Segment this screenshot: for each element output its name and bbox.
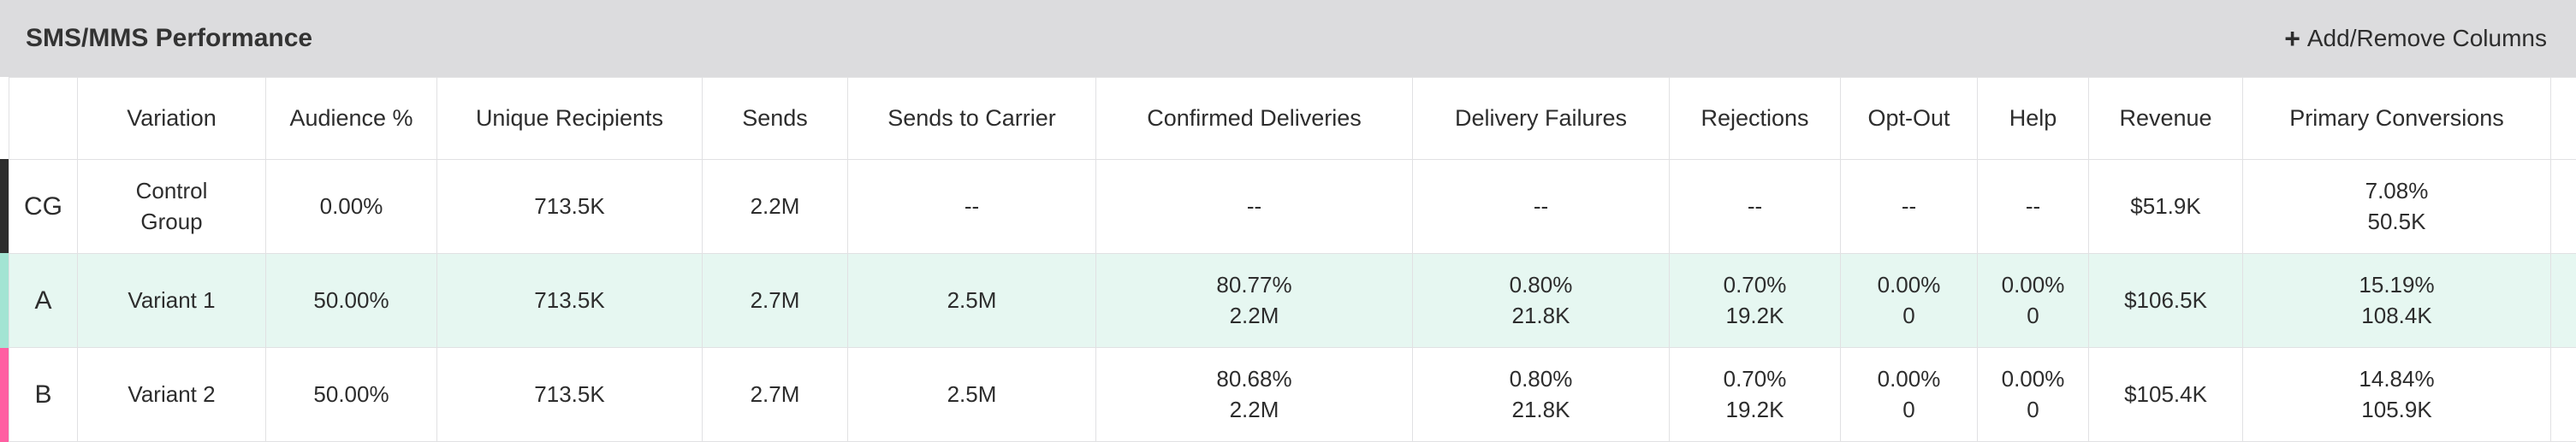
cell-pc: 14.84%105.9K — [2243, 348, 2551, 442]
cell-revenue: $106.5K — [2089, 254, 2243, 348]
col-df[interactable]: Delivery Failures — [1413, 78, 1670, 160]
cell-rej: -- — [1670, 160, 1841, 254]
performance-table-wrapper: Variation Audience % Unique Recipients S… — [0, 77, 2576, 442]
cell-audience: 50.00% — [266, 348, 437, 442]
cell-unique: 713.5K — [437, 254, 703, 348]
cell-df: -- — [1413, 160, 1670, 254]
cell-cd: 80.77%2.2M — [1096, 254, 1413, 348]
table-row-a: A Variant 1 50.00% 713.5K 2.7M 2.5M 80.7… — [9, 254, 2576, 348]
cell-df: 0.80%21.8K — [1413, 348, 1670, 442]
cell-confidence: 100% — [2551, 348, 2576, 442]
cell-help: -- — [1978, 160, 2089, 254]
cell-rej: 0.70%19.2K — [1670, 254, 1841, 348]
table-header-row: Variation Audience % Unique Recipients S… — [9, 78, 2576, 160]
row-key: A — [9, 254, 78, 348]
cell-sends: 2.2M — [703, 160, 848, 254]
cell-opt: 0.00%0 — [1841, 348, 1978, 442]
cell-cd: -- — [1096, 160, 1413, 254]
cell-audience: 0.00% — [266, 160, 437, 254]
cell-sends: 2.7M — [703, 254, 848, 348]
col-pc[interactable]: Primary Conversions — [2243, 78, 2551, 160]
cell-rej: 0.70%19.2K — [1670, 348, 1841, 442]
table-row-cg: CG Control Group 0.00% 713.5K 2.2M -- --… — [9, 160, 2576, 254]
col-sends[interactable]: Sends — [703, 78, 848, 160]
col-audience[interactable]: Audience % — [266, 78, 437, 160]
performance-table: Variation Audience % Unique Recipients S… — [9, 77, 2576, 442]
col-help[interactable]: Help — [1978, 78, 2089, 160]
cell-help: 0.00%0 — [1978, 348, 2089, 442]
plus-icon: + — [2284, 25, 2300, 52]
col-stc[interactable]: Sends to Carrier — [848, 78, 1096, 160]
row-key: CG — [9, 160, 78, 254]
cell-unique: 713.5K — [437, 160, 703, 254]
row-accent-a — [0, 253, 9, 347]
cell-revenue: $105.4K — [2089, 348, 2243, 442]
col-unique[interactable]: Unique Recipients — [437, 78, 703, 160]
col-confidence[interactable]: Confidence — [2551, 78, 2576, 160]
add-remove-columns-label: Add/Remove Columns — [2307, 25, 2547, 52]
cell-opt: 0.00%0 — [1841, 254, 1978, 348]
page-title: SMS/MMS Performance — [26, 24, 312, 53]
cell-help: 0.00%0 — [1978, 254, 2089, 348]
add-remove-columns-button[interactable]: + Add/Remove Columns — [2281, 18, 2550, 59]
col-opt[interactable]: Opt-Out — [1841, 78, 1978, 160]
table-row-b: B Variant 2 50.00% 713.5K 2.7M 2.5M 80.6… — [9, 348, 2576, 442]
cell-confidence: 100% Winner — [2551, 254, 2576, 348]
cell-variation: Control Group — [78, 160, 266, 254]
row-accent-cg — [0, 159, 9, 253]
cell-stc: 2.5M — [848, 348, 1096, 442]
cell-revenue: $51.9K — [2089, 160, 2243, 254]
row-accent-column — [0, 77, 9, 442]
cell-variation: Variant 1 — [78, 254, 266, 348]
cell-df: 0.80%21.8K — [1413, 254, 1670, 348]
cell-sends: 2.7M — [703, 348, 848, 442]
cell-audience: 50.00% — [266, 254, 437, 348]
row-accent-b — [0, 348, 9, 442]
cell-unique: 713.5K — [437, 348, 703, 442]
cell-pc: 7.08% 50.5K — [2243, 160, 2551, 254]
col-cd[interactable]: Confirmed Deliveries — [1096, 78, 1413, 160]
performance-header: SMS/MMS Performance + Add/Remove Columns — [0, 0, 2576, 77]
col-revenue[interactable]: Revenue — [2089, 78, 2243, 160]
col-key — [9, 78, 78, 160]
cell-confidence: -- — [2551, 160, 2576, 254]
cell-cd: 80.68%2.2M — [1096, 348, 1413, 442]
row-key: B — [9, 348, 78, 442]
cell-variation: Variant 2 — [78, 348, 266, 442]
cell-opt: -- — [1841, 160, 1978, 254]
cell-stc: 2.5M — [848, 254, 1096, 348]
col-rej[interactable]: Rejections — [1670, 78, 1841, 160]
cell-stc: -- — [848, 160, 1096, 254]
col-variation[interactable]: Variation — [78, 78, 266, 160]
cell-pc: 15.19%108.4K — [2243, 254, 2551, 348]
